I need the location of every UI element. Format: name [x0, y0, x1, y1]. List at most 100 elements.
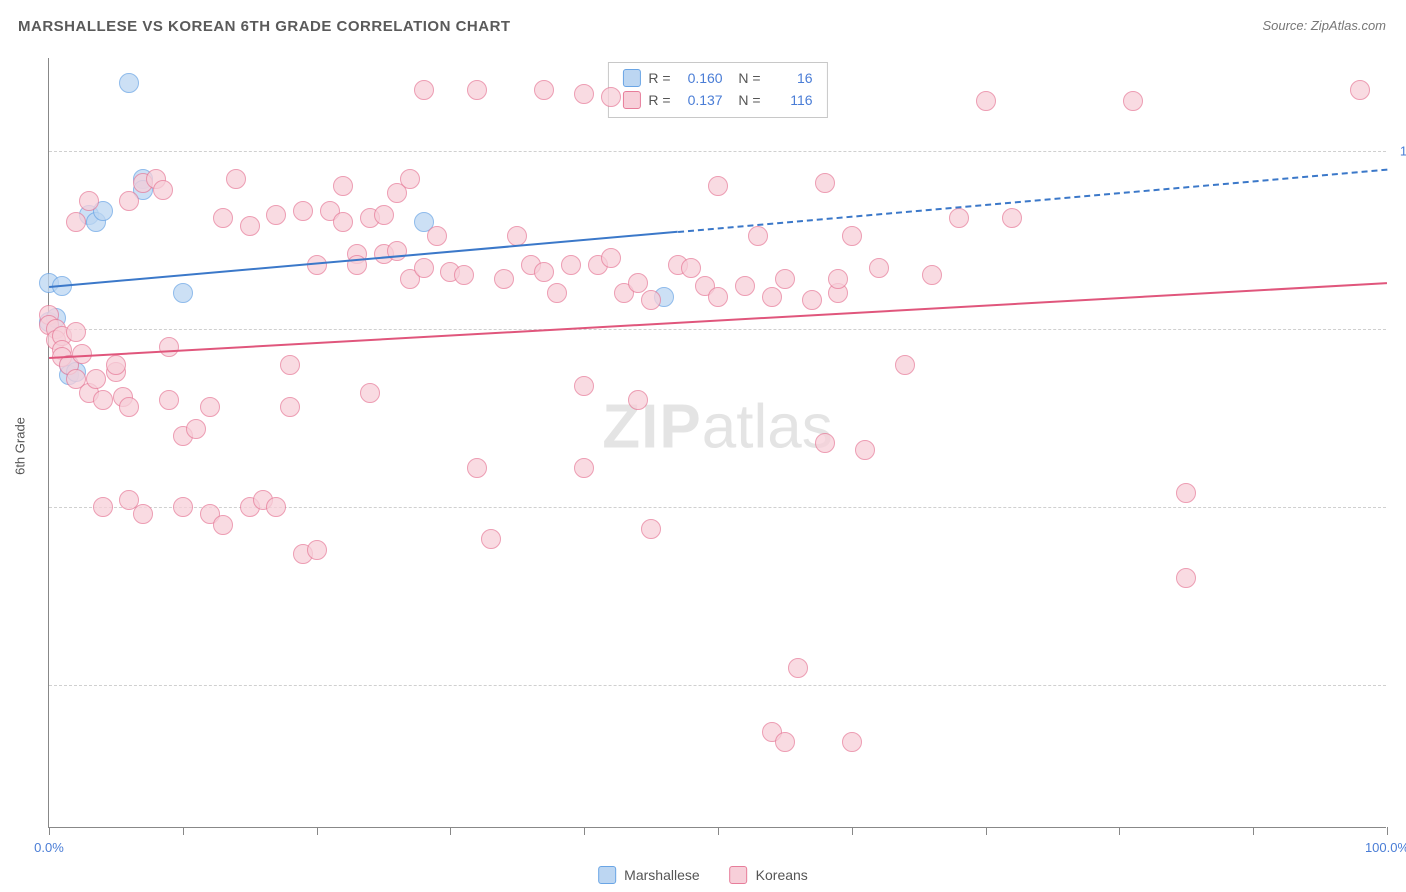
stats-r-label: R = [648, 67, 670, 89]
scatter-point [66, 322, 86, 342]
scatter-point [454, 265, 474, 285]
stats-row: R =0.160 N =16 [622, 67, 812, 89]
watermark-zip: ZIP [602, 393, 701, 462]
x-tick-label: 100.0% [1365, 840, 1406, 855]
scatter-point [467, 458, 487, 478]
legend-label: Koreans [756, 867, 808, 883]
scatter-point [213, 208, 233, 228]
scatter-point [414, 80, 434, 100]
legend-label: Marshallese [624, 867, 699, 883]
scatter-point [119, 73, 139, 93]
scatter-point [748, 226, 768, 246]
x-tick [317, 827, 318, 835]
legend-item: Marshallese [598, 866, 699, 884]
scatter-point [119, 191, 139, 211]
gridline [49, 329, 1386, 330]
scatter-point [200, 397, 220, 417]
stats-legend-box: R =0.160 N =16R =0.137 N =116 [607, 62, 827, 118]
scatter-point [213, 515, 233, 535]
scatter-point [280, 397, 300, 417]
y-tick-label: 97.5% [1394, 321, 1406, 336]
scatter-point [601, 248, 621, 268]
scatter-point [1002, 208, 1022, 228]
x-tick-label: 0.0% [34, 840, 64, 855]
scatter-point [280, 355, 300, 375]
scatter-point [762, 287, 782, 307]
scatter-point [561, 255, 581, 275]
scatter-point [869, 258, 889, 278]
y-tick-label: 92.5% [1394, 678, 1406, 693]
source-label: Source: ZipAtlas.com [1262, 18, 1386, 33]
scatter-point [842, 732, 862, 752]
stats-row: R =0.137 N =116 [622, 89, 812, 111]
scatter-point [922, 265, 942, 285]
scatter-point [159, 337, 179, 357]
scatter-point [949, 208, 969, 228]
scatter-point [266, 205, 286, 225]
scatter-point [628, 390, 648, 410]
scatter-point [1123, 91, 1143, 111]
scatter-point [240, 216, 260, 236]
scatter-point [481, 529, 501, 549]
x-tick [986, 827, 987, 835]
scatter-point [360, 383, 380, 403]
scatter-point [226, 169, 246, 189]
legend-item: Koreans [730, 866, 808, 884]
scatter-point [775, 269, 795, 289]
scatter-point [293, 201, 313, 221]
scatter-point [574, 376, 594, 396]
trend-line [49, 231, 678, 288]
scatter-point [79, 191, 99, 211]
scatter-point [414, 258, 434, 278]
scatter-point [374, 205, 394, 225]
x-tick [584, 827, 585, 835]
scatter-point [159, 390, 179, 410]
scatter-point [133, 504, 153, 524]
trend-line [678, 168, 1387, 232]
scatter-point [173, 497, 193, 517]
scatter-point [467, 80, 487, 100]
legend-swatch [622, 69, 640, 87]
scatter-point [153, 180, 173, 200]
watermark-atlas: atlas [702, 393, 833, 462]
scatter-point [119, 397, 139, 417]
scatter-point [106, 355, 126, 375]
gridline [49, 151, 1386, 152]
scatter-point [855, 440, 875, 460]
scatter-point [641, 519, 661, 539]
scatter-point [815, 173, 835, 193]
x-tick [852, 827, 853, 835]
scatter-point [494, 269, 514, 289]
scatter-point [333, 176, 353, 196]
scatter-point [66, 212, 86, 232]
stats-n-label: N = [731, 67, 761, 89]
scatter-point [574, 458, 594, 478]
legend-swatch [730, 866, 748, 884]
x-tick [1119, 827, 1120, 835]
y-tick-label: 100.0% [1394, 143, 1406, 158]
x-tick [183, 827, 184, 835]
x-tick [718, 827, 719, 835]
scatter-point [1350, 80, 1370, 100]
scatter-point [186, 419, 206, 439]
scatter-point [173, 283, 193, 303]
scatter-point [534, 262, 554, 282]
legend-swatch [598, 866, 616, 884]
scatter-point [895, 355, 915, 375]
y-axis-label: 6th Grade [13, 417, 28, 475]
scatter-point [1176, 483, 1196, 503]
scatter-point [735, 276, 755, 296]
stats-r-value: 0.137 [679, 89, 723, 111]
scatter-point [547, 283, 567, 303]
scatter-point [976, 91, 996, 111]
scatter-point [708, 287, 728, 307]
scatter-point [802, 290, 822, 310]
scatter-point [788, 658, 808, 678]
x-tick [49, 827, 50, 835]
scatter-point [427, 226, 447, 246]
scatter-point [93, 497, 113, 517]
stats-n-value: 116 [769, 89, 813, 111]
scatter-point [681, 258, 701, 278]
scatter-point [86, 369, 106, 389]
x-tick [450, 827, 451, 835]
